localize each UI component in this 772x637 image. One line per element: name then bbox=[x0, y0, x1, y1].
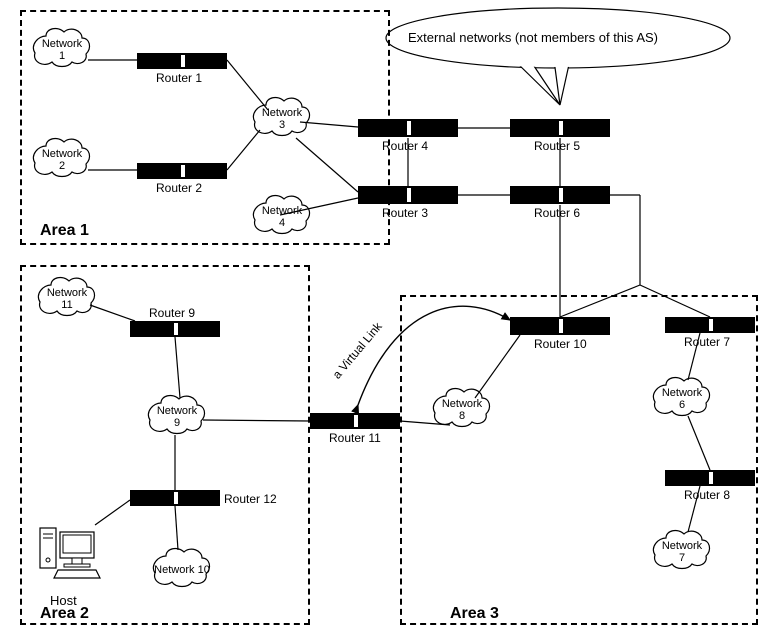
r1-device bbox=[137, 53, 227, 69]
r10-label: Router 10 bbox=[534, 337, 587, 351]
r7-label: Router 7 bbox=[684, 335, 730, 349]
r7-device bbox=[665, 317, 755, 333]
r9-label: Router 9 bbox=[149, 306, 195, 320]
area1-label: Area 1 bbox=[40, 222, 89, 240]
n3-label: Network3 bbox=[254, 107, 310, 131]
r12-device bbox=[130, 490, 220, 506]
r12-label: Router 12 bbox=[224, 492, 277, 506]
r10-device bbox=[510, 317, 610, 335]
r3-device bbox=[358, 186, 458, 204]
r4-label: Router 4 bbox=[382, 139, 428, 153]
virtual-link-label: a Virtual Link bbox=[330, 320, 385, 382]
r5-device bbox=[510, 119, 610, 137]
n7-label: Network7 bbox=[654, 540, 710, 564]
r5-label: Router 5 bbox=[534, 139, 580, 153]
n4-label: Network4 bbox=[254, 205, 310, 229]
callout-text: External networks (not members of this A… bbox=[408, 30, 658, 45]
r6-device bbox=[510, 186, 610, 204]
r11-device bbox=[310, 413, 400, 429]
r3-label: Router 3 bbox=[382, 206, 428, 220]
n2-label: Network2 bbox=[34, 148, 90, 172]
host-label: Host bbox=[50, 593, 77, 608]
n8-label: Network8 bbox=[434, 398, 490, 422]
callout-tail-0 bbox=[514, 60, 560, 105]
n10-label: Network 10 bbox=[154, 564, 210, 576]
r8-device bbox=[665, 470, 755, 486]
r1-label: Router 1 bbox=[156, 71, 202, 85]
r9-device bbox=[130, 321, 220, 337]
r11-label: Router 11 bbox=[329, 431, 381, 445]
r6-label: Router 6 bbox=[534, 206, 580, 220]
n9-label: Network9 bbox=[149, 405, 205, 429]
n11-label: Network11 bbox=[39, 287, 95, 311]
area3-label: Area 3 bbox=[450, 605, 499, 623]
r2-label: Router 2 bbox=[156, 181, 202, 195]
r4-device bbox=[358, 119, 458, 137]
n6-label: Network6 bbox=[654, 387, 710, 411]
n1-label: Network1 bbox=[34, 38, 90, 62]
r8-label: Router 8 bbox=[684, 488, 730, 502]
callout-tail-1 bbox=[554, 60, 570, 105]
r2-device bbox=[137, 163, 227, 179]
